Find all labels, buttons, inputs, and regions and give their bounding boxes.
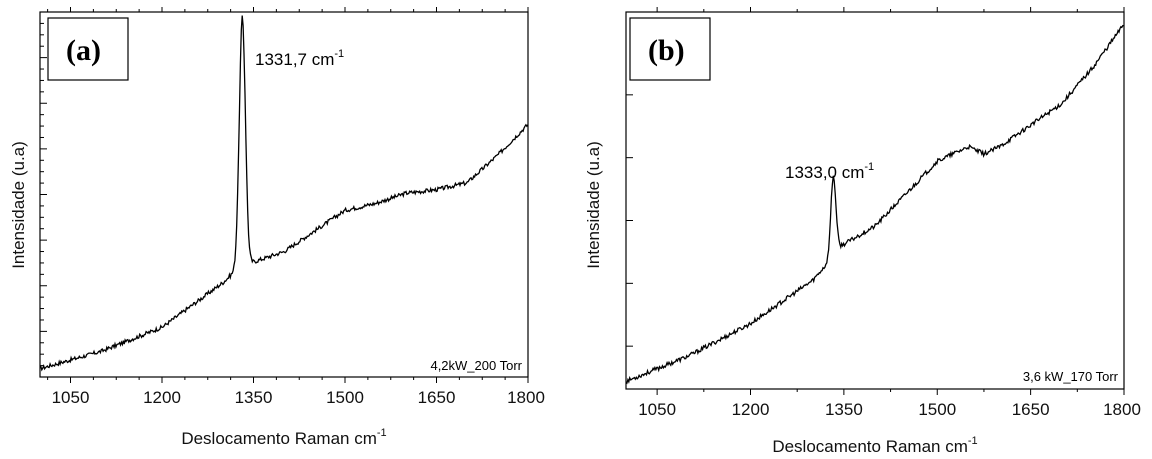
- panel-a-spectrum-line: [39, 15, 529, 372]
- panel-b-label: (b): [648, 34, 685, 67]
- panel-a-x-axis-title: Deslocamento Raman cm-1: [181, 427, 386, 448]
- panel-a-label: (a): [66, 34, 101, 67]
- x-tick-label: 1050: [52, 388, 90, 407]
- panel-b-condition-label: 3,6 kW_170 Torr: [1023, 369, 1119, 384]
- panel-b-plot-frame: [625, 11, 1125, 390]
- panel-b-peak-annotation: 1333,0 cm-1: [785, 161, 874, 182]
- x-tick-label: 1800: [507, 388, 545, 407]
- x-tick-label: 1200: [143, 388, 181, 407]
- x-tick-label: 1650: [1012, 400, 1050, 419]
- panel-b-x-axis-title: Deslocamento Raman cm-1: [772, 435, 977, 456]
- x-tick-label: 1350: [825, 400, 863, 419]
- x-tick-label: 1200: [732, 400, 770, 419]
- panel-b-label-box: [629, 17, 711, 81]
- panel-a-ticks: 1050 1200 1350 1500 1650 1800: [40, 7, 545, 407]
- x-tick-label: 1500: [326, 388, 364, 407]
- panel-b: 1050 1200 1350 1500 1650 1800 (b) 1333,0 cm-1…: [584, 7, 1141, 456]
- x-tick-label: 1800: [1103, 400, 1141, 419]
- panel-a-condition-label: 4,2kW_200 Torr: [430, 358, 522, 373]
- panel-b-spectrum-line: [625, 24, 1124, 385]
- x-tick-label: 1650: [418, 388, 456, 407]
- panel-a-label-box: [47, 17, 129, 81]
- panel-a: 1050 1200 1350 1500 1650 1800 (a) 1331,7 cm-1…: [9, 7, 545, 448]
- x-tick-label: 1350: [235, 388, 273, 407]
- panel-b-ticks: 1050 1200 1350 1500 1650 1800: [626, 7, 1141, 419]
- x-tick-label: 1500: [918, 400, 956, 419]
- panel-a-peak-annotation: 1331,7 cm-1: [255, 48, 344, 69]
- x-tick-label: 1050: [638, 400, 676, 419]
- panel-a-y-axis-title: Intensidade (u.a): [9, 141, 28, 269]
- panel-b-y-axis-title: Intensidade (u.a): [584, 141, 603, 269]
